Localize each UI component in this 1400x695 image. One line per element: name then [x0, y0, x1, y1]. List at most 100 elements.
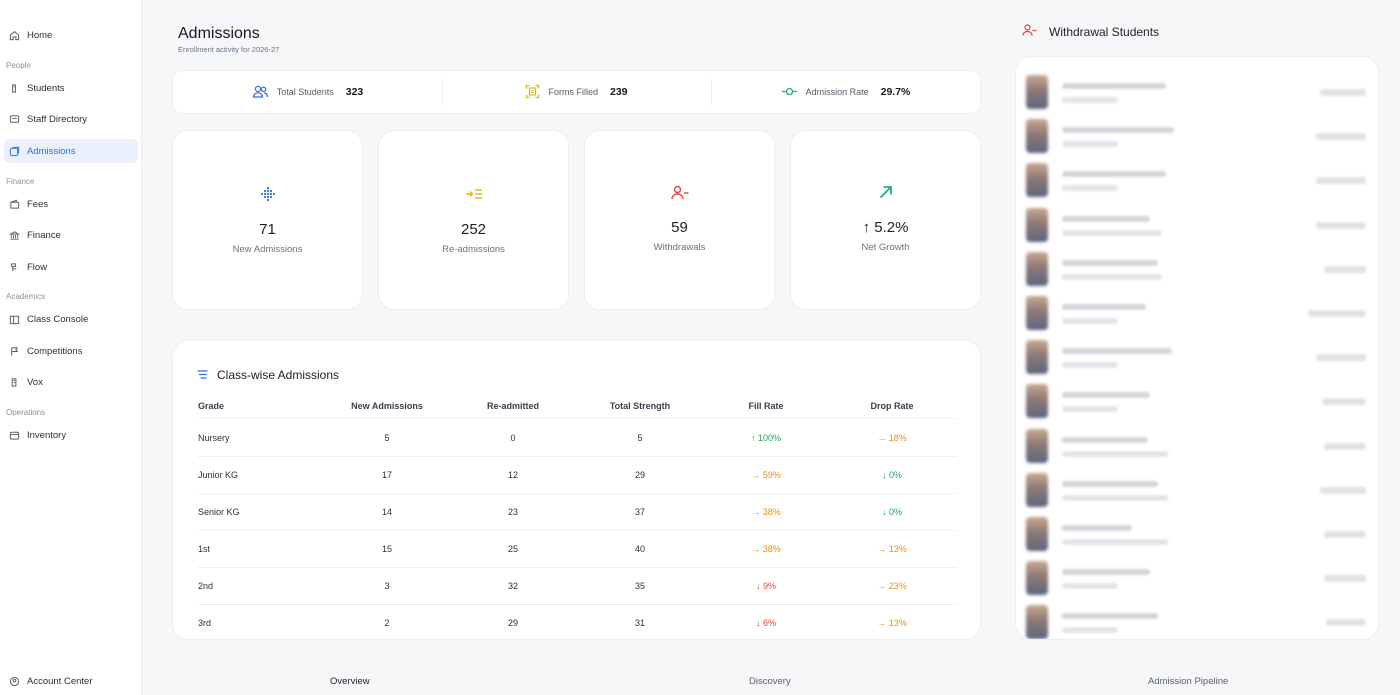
card-value: ↑ 5.2%	[862, 219, 909, 236]
table-row[interactable]: Nursery 5 0 5 ↑ 100% → 18%	[197, 420, 957, 457]
card-value: 252	[460, 221, 487, 238]
sidebar-item-class-console[interactable]: Class Console	[4, 307, 138, 331]
new-cell: 5	[384, 433, 390, 443]
student-avatar	[1026, 340, 1048, 375]
drop-rate-cell: ↓ 0%	[881, 507, 902, 517]
commit-icon	[781, 86, 798, 99]
re-cell: 0	[510, 433, 516, 443]
student-name-redacted	[1062, 304, 1146, 310]
stats-bar: Total Students 323 Forms Filled 239 Admi…	[172, 70, 981, 114]
withdrawal-student-row[interactable]	[1026, 75, 1370, 113]
student-name-redacted	[1062, 259, 1158, 266]
sidebar-item-label: Flow	[27, 261, 48, 273]
student-avatar	[1026, 517, 1048, 551]
withdrawal-student-row[interactable]	[1026, 251, 1370, 290]
flag-icon	[8, 345, 20, 357]
card-net-growth[interactable]: ↑ 5.2% Net Growth	[790, 130, 981, 310]
table-row[interactable]: Senior KG 14 23 37 → 38% ↓ 0%	[197, 494, 957, 531]
table-row[interactable]: 2nd 3 32 35 ↓ 9% → 23%	[197, 568, 957, 605]
bank-icon	[8, 229, 20, 241]
student-date-redacted	[1320, 89, 1366, 96]
student-avatar	[1026, 119, 1048, 154]
withdrawal-student-row[interactable]	[1026, 296, 1370, 334]
account-center-label: Account Center	[27, 675, 93, 687]
withdrawal-student-row[interactable]	[1026, 384, 1370, 422]
withdrawal-student-row[interactable]	[1026, 119, 1370, 157]
withdrawal-student-row[interactable]	[1026, 207, 1370, 246]
withdrawal-header: Withdrawal Students	[1022, 24, 1159, 39]
panel-title-text: Class-wise Admissions	[217, 368, 340, 382]
withdrawal-student-row[interactable]	[1026, 163, 1370, 201]
staff-icon	[8, 113, 20, 125]
sidebar-item-fees[interactable]: Fees	[4, 192, 138, 216]
student-meta-redacted	[1062, 494, 1168, 501]
sidebar-item-students[interactable]: Students	[4, 76, 138, 100]
drop-rate-cell: → 13%	[877, 544, 907, 554]
card-new-admissions[interactable]: 71 New Admissions	[172, 130, 363, 310]
column-header[interactable]: Re-admitted	[486, 401, 539, 411]
tab-overview[interactable]: Overview	[330, 676, 370, 687]
column-header[interactable]: Drop Rate	[870, 401, 914, 411]
sidebar-item-admissions[interactable]: Admissions	[4, 139, 138, 163]
column-header[interactable]: Grade	[198, 401, 225, 411]
student-meta-redacted	[1062, 627, 1118, 634]
sidebar-item-label: Class Console	[27, 313, 89, 325]
student-meta-redacted	[1062, 318, 1118, 324]
student-avatar	[1026, 296, 1048, 330]
trend-up-icon	[878, 183, 894, 201]
withdrawal-student-row[interactable]	[1026, 340, 1370, 378]
column-header[interactable]: Total Strength	[609, 401, 671, 411]
tab-admission-pipeline[interactable]: Admission Pipeline	[1148, 676, 1229, 687]
card-label: Net Growth	[861, 242, 910, 253]
grade-cell: 1st	[198, 544, 211, 554]
class-wise-admissions-panel: Class-wise Admissions Grade New Admissio…	[172, 340, 981, 640]
card-re-admissions[interactable]: 252 Re-admissions	[378, 130, 569, 310]
table-row[interactable]: 1st 15 25 40 → 38% → 13%	[197, 531, 957, 568]
student-name-redacted	[1062, 171, 1166, 178]
table-row[interactable]: Junior KG 17 12 29 → 59% ↓ 0%	[197, 457, 957, 494]
vox-icon	[8, 376, 20, 388]
student-avatar	[1026, 428, 1048, 463]
total-cell: 29	[634, 470, 645, 480]
column-header[interactable]: Fill Rate	[748, 401, 784, 411]
student-date-redacted	[1326, 619, 1366, 627]
grid-dots-icon	[260, 185, 276, 203]
column-header[interactable]: New Admissions	[351, 401, 423, 411]
inventory-icon	[8, 429, 20, 441]
sidebar-item-vox[interactable]: Vox	[4, 370, 138, 394]
re-cell: 29	[507, 618, 518, 628]
student-avatar	[1026, 251, 1048, 286]
sidebar-item-staff-directory[interactable]: Staff Directory	[4, 107, 138, 131]
re-cell: 23	[507, 507, 518, 517]
user-minus-icon	[1022, 24, 1037, 39]
withdrawal-student-row[interactable]	[1026, 472, 1370, 511]
student-meta-redacted	[1062, 406, 1118, 413]
user-minus-icon	[670, 183, 689, 201]
new-cell: 14	[381, 507, 392, 517]
home-icon	[8, 29, 20, 41]
sidebar-item-inventory[interactable]: Inventory	[4, 423, 138, 447]
withdrawal-student-row[interactable]	[1026, 517, 1370, 555]
sidebar-item-flow[interactable]: Flow	[4, 255, 138, 279]
withdrawal-student-row[interactable]	[1026, 428, 1370, 467]
student-date-redacted	[1320, 486, 1366, 494]
card-label: Re-admissions	[442, 244, 505, 255]
sidebar-item-competitions[interactable]: Competitions	[4, 339, 138, 363]
card-withdrawals[interactable]: 59 Withdrawals	[584, 130, 775, 310]
withdrawal-student-row[interactable]	[1026, 561, 1370, 599]
sidebar-item-finance[interactable]: Finance	[4, 223, 138, 247]
student-name-redacted	[1062, 436, 1148, 443]
account-center-button[interactable]: Account Center	[4, 669, 138, 693]
new-cell: 3	[384, 581, 390, 591]
stat-label: Admission Rate	[805, 87, 869, 97]
withdrawal-title: Withdrawal Students	[1049, 24, 1160, 39]
tab-discovery[interactable]: Discovery	[749, 676, 791, 687]
sidebar-item-home[interactable]: Home	[4, 23, 138, 47]
fees-icon	[8, 198, 20, 210]
student-avatar	[1026, 561, 1048, 596]
withdrawal-student-row[interactable]	[1026, 605, 1370, 639]
student-meta-redacted	[1062, 185, 1118, 192]
table-row[interactable]: 3rd 2 29 31 ↓ 6% → 13%	[197, 605, 957, 639]
grade-cell: 2nd	[198, 581, 214, 591]
student-meta-redacted	[1062, 362, 1118, 369]
